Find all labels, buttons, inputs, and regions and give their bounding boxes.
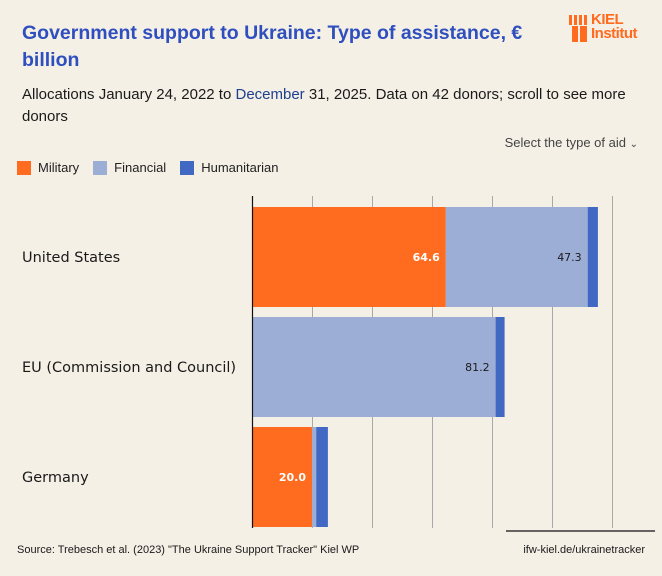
legend-label: Humanitarian bbox=[201, 160, 279, 175]
data-label: 81.2 bbox=[465, 361, 490, 374]
subtitle-text: Allocations January 24, 2022 to bbox=[22, 86, 236, 103]
legend-swatch-military bbox=[17, 160, 31, 175]
legend-swatch-humanitarian bbox=[180, 160, 195, 175]
legend-item-financial: Financial bbox=[93, 160, 166, 175]
logo-text: KIEL Institut bbox=[591, 11, 638, 42]
source-url[interactable]: ifw-kiel.de/ukrainetracker bbox=[523, 544, 645, 556]
logo-line2: Institut bbox=[591, 25, 638, 42]
logo-bars-icon bbox=[569, 15, 587, 42]
bar-military[interactable] bbox=[252, 207, 446, 307]
chart-title: Government support to Ukraine: Type of a… bbox=[22, 22, 523, 71]
subtitle-date-link[interactable]: December bbox=[235, 86, 305, 103]
aid-type-select-label: Select the type of aid bbox=[504, 135, 626, 150]
category-label: Germany bbox=[22, 470, 89, 486]
bar-financial[interactable] bbox=[445, 207, 588, 307]
source-note: Source: Trebesch et al. (2023) "The Ukra… bbox=[17, 544, 360, 556]
legend: Military Financial Humanitarian bbox=[17, 160, 293, 175]
category-label: United States bbox=[22, 250, 120, 266]
chart-subtitle: Allocations January 24, 2022 to December… bbox=[22, 84, 642, 128]
subtitle-text: . Data on 42 donors; scroll to see more … bbox=[22, 86, 626, 125]
bar-humanitarian[interactable] bbox=[587, 207, 598, 307]
subtitle-text: 31, 2025 bbox=[304, 86, 368, 103]
bar-humanitarian[interactable] bbox=[316, 427, 328, 527]
data-label: 64.6 bbox=[413, 251, 440, 264]
data-label: 47.3 bbox=[557, 251, 582, 264]
legend-swatch-financial bbox=[93, 160, 108, 175]
category-label: EU (Commission and Council) bbox=[22, 360, 236, 376]
logo-line1: KIEL bbox=[591, 11, 624, 28]
legend-item-military: Military bbox=[17, 160, 79, 175]
data-label: 20.0 bbox=[279, 471, 306, 484]
aid-type-select[interactable]: Select the type of aid ⌄ bbox=[505, 135, 638, 150]
legend-label: Military bbox=[38, 160, 80, 175]
legend-item-humanitarian: Humanitarian bbox=[180, 160, 279, 175]
bar-humanitarian[interactable] bbox=[495, 317, 505, 417]
bar-financial[interactable] bbox=[312, 427, 317, 527]
bar-military[interactable] bbox=[252, 427, 312, 527]
chevron-down-icon: ⌄ bbox=[629, 139, 638, 150]
row-labels: United States EU (Commission and Council)… bbox=[22, 250, 236, 486]
kiel-institut-logo: KIEL Institut bbox=[569, 11, 659, 47]
legend-label: Financial bbox=[114, 160, 167, 175]
bars: 64.6 47.3 81.2 20.0 bbox=[252, 207, 598, 527]
bar-financial[interactable] bbox=[252, 317, 496, 417]
